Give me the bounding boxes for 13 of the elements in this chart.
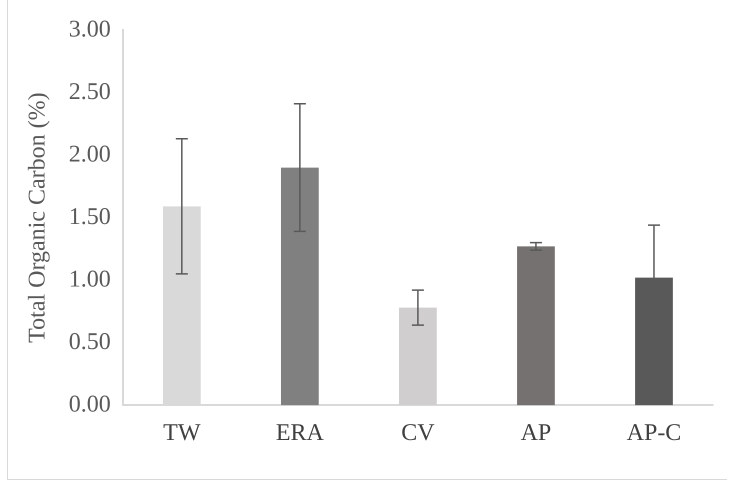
x-tick-label: ERA [276,420,325,446]
y-tick-label: 0.00 [68,391,111,418]
y-axis-title: Total Organic Carbon (%) [24,92,51,343]
y-tick-label: 1.00 [68,266,111,292]
x-tick-label: AP-C [626,420,682,446]
x-tick-label: AP [520,420,552,446]
y-tick-label: 1.50 [68,204,111,230]
x-tick-label: CV [401,420,436,446]
y-tick-label: 3.00 [68,16,111,42]
y-tick-label: 0.50 [68,328,111,355]
y-tick-label: 2.00 [68,141,111,168]
y-tick-label: 2.50 [68,78,111,105]
x-tick-label: TW [163,420,201,446]
